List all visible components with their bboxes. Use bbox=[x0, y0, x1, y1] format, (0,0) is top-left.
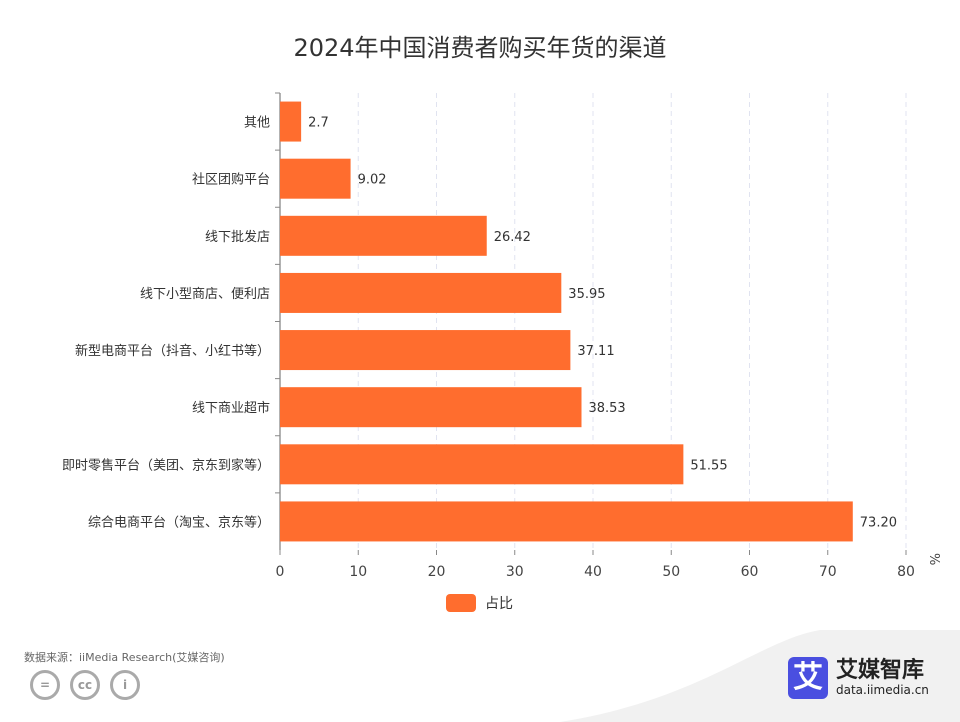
category-label: 新型电商平台（抖音、小红书等） bbox=[75, 343, 270, 359]
person-icon: i bbox=[110, 670, 140, 700]
x-tick-label: 70 bbox=[819, 564, 837, 580]
bar bbox=[280, 272, 562, 313]
chart-title: 2024年中国消费者购买年货的渠道 bbox=[293, 34, 667, 62]
data-label: 9.02 bbox=[358, 173, 387, 188]
x-tick-label: 50 bbox=[662, 564, 680, 580]
data-label: 35.95 bbox=[568, 287, 605, 302]
x-tick-label: 30 bbox=[506, 564, 524, 580]
x-tick-label: 80 bbox=[897, 564, 915, 580]
legend-label: 占比 bbox=[485, 596, 513, 612]
legend-swatch bbox=[446, 594, 476, 612]
data-label: 73.20 bbox=[860, 515, 897, 530]
logo-url: data.iimedia.cn bbox=[836, 683, 929, 697]
category-label: 其他 bbox=[244, 116, 270, 131]
x-tick-label: 60 bbox=[741, 564, 759, 580]
category-label: 线下批发店 bbox=[205, 229, 270, 245]
data-label: 51.55 bbox=[690, 458, 727, 473]
x-tick-label: 0 bbox=[276, 564, 285, 580]
category-label: 线下小型商店、便利店 bbox=[140, 287, 270, 302]
category-label: 即时零售平台（美团、京东到家等） bbox=[62, 457, 270, 473]
data-label: 37.11 bbox=[577, 344, 614, 359]
data-label: 26.42 bbox=[494, 230, 531, 245]
bar bbox=[280, 330, 571, 371]
cc-icon: cc bbox=[70, 670, 100, 700]
logo-name: 艾媒智库 bbox=[836, 658, 925, 683]
bar bbox=[280, 158, 351, 199]
footer-swoosh bbox=[560, 630, 960, 722]
category-label: 社区团购平台 bbox=[192, 172, 270, 188]
x-unit-label: % bbox=[926, 553, 941, 565]
equals-icon: = bbox=[30, 670, 60, 700]
logo-mark: 艾 bbox=[788, 657, 828, 699]
bar bbox=[280, 215, 487, 256]
source-note: 数据来源：iiMedia Research(艾媒咨询) bbox=[24, 651, 225, 664]
bar bbox=[280, 501, 853, 542]
x-tick-label: 40 bbox=[584, 564, 602, 580]
bar bbox=[280, 387, 582, 428]
x-tick-label: 20 bbox=[428, 564, 446, 580]
bar bbox=[280, 101, 302, 142]
data-label: 38.53 bbox=[588, 401, 625, 416]
logo: 艾 艾媒智库 data.iimedia.cn bbox=[788, 657, 929, 699]
x-tick-label: 10 bbox=[349, 564, 367, 580]
category-label: 综合电商平台（淘宝、京东等） bbox=[88, 514, 270, 530]
bar bbox=[280, 444, 684, 485]
data-label: 2.7 bbox=[308, 116, 329, 131]
category-label: 线下商业超市 bbox=[192, 400, 270, 416]
